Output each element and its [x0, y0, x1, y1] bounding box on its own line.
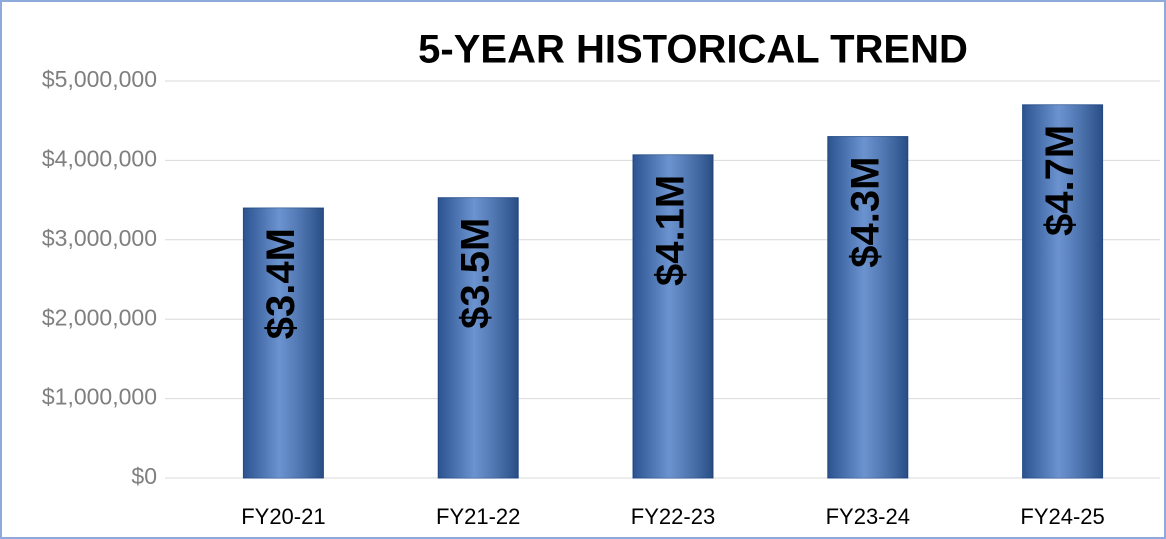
bar-sheen — [633, 154, 713, 479]
x-tick-label: FY20-21 — [241, 504, 325, 529]
y-tick-label: $1,000,000 — [42, 384, 157, 410]
x-tick-label: FY21-22 — [436, 504, 520, 529]
x-tick-label: FY23-24 — [826, 504, 910, 529]
value-label: $4.3M — [843, 157, 887, 268]
value-label: $4.7M — [1038, 125, 1082, 236]
y-tick-label: $4,000,000 — [42, 145, 157, 171]
value-label: $3.5M — [454, 218, 498, 329]
value-label: $4.1M — [649, 175, 693, 286]
bar-sheen — [438, 197, 519, 478]
y-tick-label: $3,000,000 — [42, 225, 157, 251]
chart-title: 5-YEAR HISTORICAL TREND — [418, 28, 968, 72]
y-tick-label: $5,000,000 — [42, 66, 157, 92]
bar-sheen — [1022, 104, 1103, 478]
y-tick-label: $0 — [131, 463, 157, 489]
bar-sheen — [827, 136, 908, 478]
x-tick-label: FY24-25 — [1020, 504, 1104, 529]
y-tick-label: $2,000,000 — [42, 304, 157, 330]
x-tick-label: FY22-23 — [631, 504, 715, 529]
value-label: $3.4M — [259, 228, 303, 339]
bar-sheen — [243, 208, 324, 479]
